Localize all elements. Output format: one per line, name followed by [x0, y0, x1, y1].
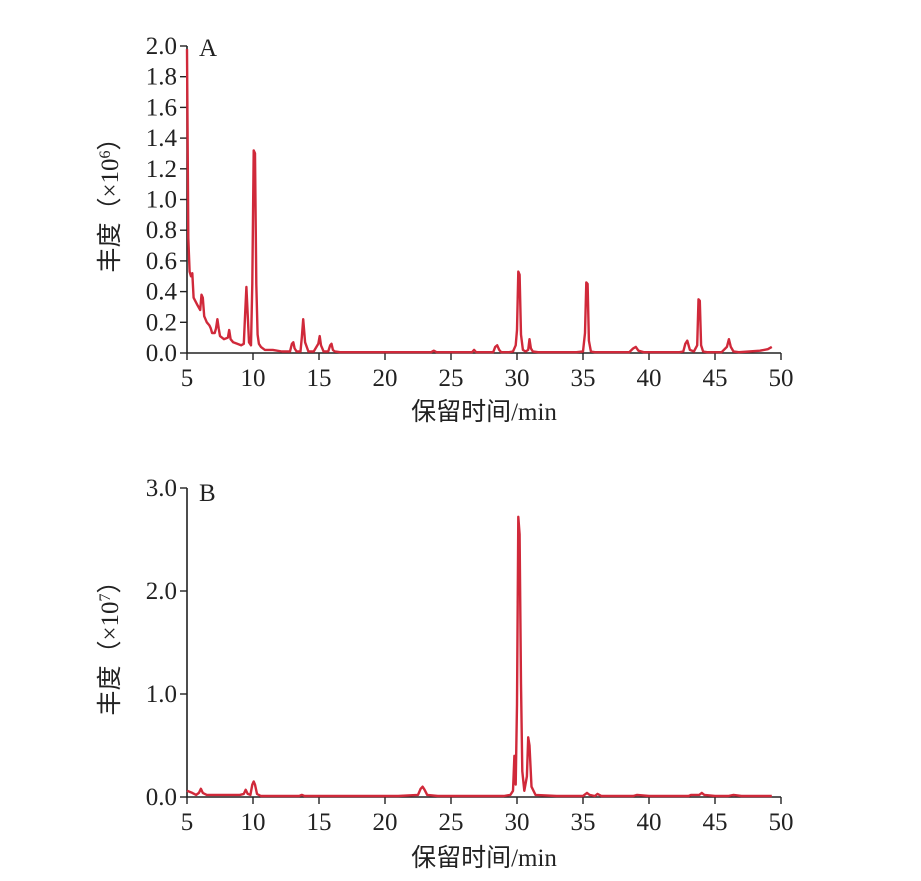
- panel-a-y-tick-label: 0.4: [146, 279, 178, 306]
- panel-a-x-axis-title: 保留时间/min: [411, 398, 557, 426]
- panel-a-y-title-base: 丰度（×10: [96, 158, 124, 272]
- panel-b-x-tick-label: 50: [769, 809, 794, 836]
- panel-b-x-tick-label: 45: [703, 809, 728, 836]
- panel-b-x-tick-label: 35: [571, 809, 596, 836]
- panel-b-x-tick-label: 30: [505, 809, 530, 836]
- panel-b-y-title-close: ）: [96, 568, 124, 593]
- panel-b-trace: [186, 515, 772, 798]
- panel-b-label: B: [199, 480, 216, 507]
- panel-a-x-tick-label: 20: [373, 365, 398, 392]
- panel-a-y-title-exponent: 6: [97, 150, 114, 158]
- panel-b-y-tick-label: 3.0: [146, 475, 177, 502]
- panel-a-x-tick-label: 40: [637, 365, 662, 392]
- panel-a-x-tick-label: 50: [769, 365, 794, 392]
- panel-b-y-title-base: 丰度（×10: [96, 601, 124, 715]
- panel-a-y-tick-label: 0.8: [146, 217, 177, 244]
- panel-a-x-ticks: 5 10 15 20 25 30 35 40 45 50: [181, 353, 794, 392]
- panel-b-y-tick-label: 1.0: [146, 681, 177, 708]
- panel-b-y-tick-label: 0.0: [146, 784, 177, 811]
- panel-a-y-tick-label: 0.2: [146, 309, 177, 336]
- panel-a-label: A: [199, 35, 217, 62]
- panel-a-y-tick-label: 1.0: [146, 187, 177, 214]
- panel-b-y-axis-title: 丰度（×107）: [96, 568, 124, 715]
- panel-b-x-tick-label: 25: [439, 809, 464, 836]
- panel-a-y-tick-label: 1.8: [146, 64, 177, 91]
- panel-a-y-axis-title: 丰度（×106）: [96, 125, 124, 272]
- panel-a-x-tick-label: 25: [439, 365, 464, 392]
- panel-a-y-tick-label: 0.0: [146, 340, 177, 367]
- panel-b-x-tick-label: 5: [181, 809, 194, 836]
- panel-a-axes: [186, 46, 781, 354]
- panel-b-x-tick-label: 20: [373, 809, 398, 836]
- panel-a-x-tick-label: 5: [181, 365, 194, 392]
- panel-b-y-tick-label: 2.0: [146, 578, 177, 605]
- panel-a-y-ticks: 0.0 0.2 0.4 0.6 0.8 1.0 1.2 1.4 1.6 1.8 2.0: [146, 33, 187, 367]
- panel-a-x-tick-label: 35: [571, 365, 596, 392]
- panel-a-x-tick-label: 45: [703, 365, 728, 392]
- panel-a-y-tick-label: 1.2: [146, 156, 177, 183]
- panel-b-y-title-exponent: 7: [97, 593, 114, 601]
- panel-a-y-tick-label: 2.0: [146, 33, 177, 60]
- panel-a-x-tick-label: 10: [241, 365, 266, 392]
- panel-a-y-title-close: ）: [96, 125, 124, 150]
- panel-a-trace: [185, 49, 773, 354]
- panel-a-x-tick-label: 30: [505, 365, 530, 392]
- panel-b-axes: [186, 488, 781, 798]
- panel-a-y-tick-label: 1.4: [146, 125, 178, 152]
- panel-a-y-tick-label: 0.6: [146, 248, 177, 275]
- panel-b-x-tick-label: 15: [307, 809, 332, 836]
- panel-a-x-tick-label: 15: [307, 365, 332, 392]
- panel-b-x-ticks: 5 10 15 20 25 30 35 40 45 50: [181, 797, 794, 836]
- panel-b-x-axis-title: 保留时间/min: [411, 844, 557, 872]
- panel-b: B 0.0 1.0 2.0 3.0 5 10 15 20 25 30 35 40 45 50 保留时间/…: [96, 475, 794, 872]
- panel-b-y-ticks: 0.0 1.0 2.0 3.0: [146, 475, 187, 811]
- panel-b-x-tick-label: 10: [241, 809, 266, 836]
- panel-a: A 0.0 0.2 0.4 0.6 0.8 1.0 1.2 1.4 1.6 1.8 2.0 5 10 1…: [96, 33, 794, 426]
- panel-a-y-tick-label: 1.6: [146, 94, 177, 121]
- panel-b-x-tick-label: 40: [637, 809, 662, 836]
